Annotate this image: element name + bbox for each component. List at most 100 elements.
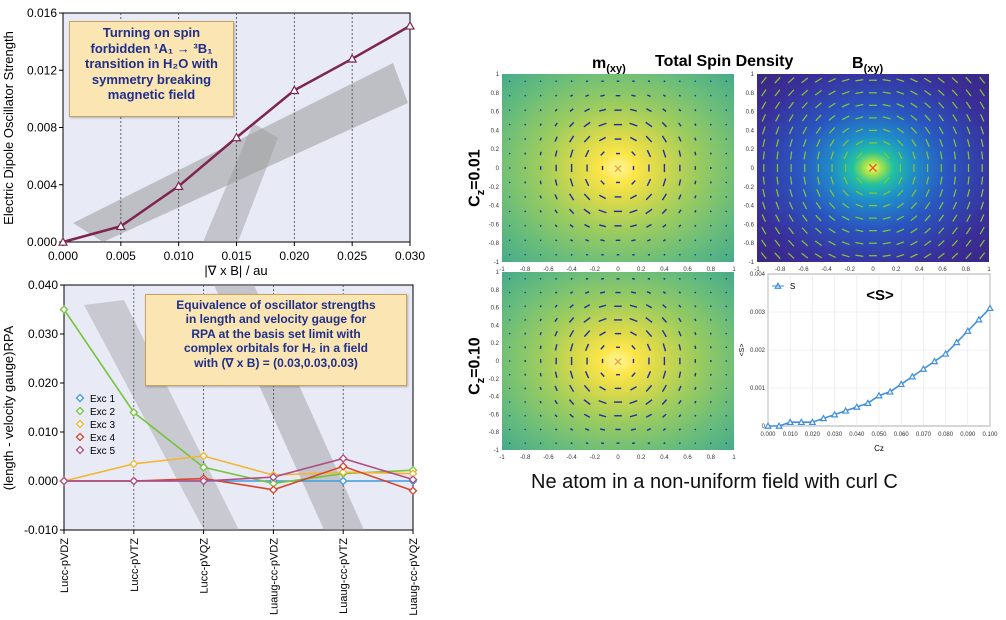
field-vector: [966, 114, 971, 122]
decor-shape: [203, 123, 278, 242]
chart2-data-point: [199, 451, 209, 461]
field-vector: [646, 291, 652, 295]
field-vector: [554, 179, 558, 186]
field-vector: [678, 304, 682, 308]
col-header-m: m(xy): [592, 55, 626, 76]
field-vector: [524, 401, 527, 404]
field-vector: [539, 94, 542, 97]
chart1-data-point: [404, 20, 416, 30]
field-vector: [554, 108, 558, 112]
field-vector: [694, 345, 697, 350]
field-vector: [630, 331, 637, 336]
chart3-data-point: [875, 391, 883, 399]
map-x-tick-label: 0.6: [938, 267, 947, 273]
field-vector: [645, 413, 653, 418]
field-vector: [554, 344, 558, 351]
field-vector: [882, 128, 891, 133]
annotation-line: RPA at the basis set limit with: [191, 326, 361, 341]
field-vector: [774, 252, 781, 260]
field-vector: [910, 127, 918, 134]
field-vector: [524, 210, 527, 213]
field-vector: [539, 224, 542, 227]
field-vector: [774, 101, 781, 110]
map-y-tick-label: -0.2: [489, 185, 500, 191]
field-vector: [965, 226, 972, 235]
map-x-tick-label: -0.4: [566, 267, 577, 273]
map-x-tick-label: 0.8: [962, 267, 971, 273]
field-vector: [842, 189, 849, 197]
field-vector: [524, 318, 527, 321]
field-vector: [801, 114, 808, 122]
field-vector: [508, 414, 511, 417]
map-y-tick-label: -1: [494, 260, 500, 266]
chart3-data-point: [919, 364, 928, 372]
field-vector: [801, 89, 809, 96]
chart3-data-point: [786, 418, 795, 426]
chart2-data-point: [408, 469, 418, 479]
chart1-y-tick-label: 0.008: [27, 121, 57, 135]
field-vector: [600, 151, 605, 156]
field-vector: [647, 277, 651, 280]
field-vector: [883, 152, 890, 159]
field-vector: [775, 114, 780, 122]
field-vector: [951, 77, 959, 84]
field-vector: [569, 370, 574, 379]
map-x-tick-label: -0.8: [775, 267, 786, 273]
map-x-tick-label: -0.8: [520, 267, 531, 273]
field-vector: [694, 305, 697, 308]
field-vector: [539, 305, 542, 308]
field-vector: [816, 151, 820, 160]
field-vector: [631, 442, 635, 445]
field-vector: [939, 189, 944, 198]
field-vector: [896, 228, 905, 233]
field-vector: [803, 151, 807, 160]
chart1-data-point: [289, 85, 300, 95]
field-vector: [569, 178, 574, 187]
field-vector: [924, 102, 931, 109]
field-vector: [554, 291, 558, 294]
field-vector: [694, 151, 697, 156]
field-vector: [775, 201, 780, 210]
field-vector: [599, 194, 607, 200]
field-vector: [787, 89, 795, 97]
field-vector: [841, 241, 850, 246]
chart3-x-tick-label: 0.080: [938, 432, 954, 438]
field-vector: [585, 94, 589, 98]
field-vector: [923, 89, 932, 96]
field-vector: [694, 123, 697, 126]
map-y-tick-label: -1: [749, 260, 755, 266]
field-vector: [841, 228, 850, 233]
chart3-y-axis-label: <S>: [739, 344, 746, 357]
chart1-y-axis-label: Electric Dipole Oscillator Strength: [1, 31, 16, 225]
map-y-tick-label: -0.6: [489, 222, 500, 228]
chart3-data-point: [908, 372, 917, 380]
field-vector: [524, 291, 527, 294]
field-vector: [856, 177, 863, 184]
field-vector: [508, 94, 511, 97]
map-y-tick-label: 0.4: [491, 323, 500, 329]
field-vector: [815, 214, 822, 222]
field-vector: [508, 224, 511, 227]
field-vector: [569, 343, 574, 352]
chart1-x-tick-label: 0.010: [164, 249, 194, 263]
field-vector: [938, 114, 945, 122]
field-vector: [598, 122, 607, 127]
field-vector: [599, 136, 607, 142]
chart1-x-axis-label: |∇ x B| / au: [204, 263, 267, 278]
field-vector: [725, 239, 728, 242]
field-vector: [910, 215, 918, 222]
field-vector: [508, 277, 511, 280]
field-vector: [815, 201, 822, 210]
field-vector: [554, 122, 558, 127]
field-vector: [789, 176, 793, 185]
field-vector: [937, 89, 945, 96]
map-x-tick-label: 0.2: [892, 267, 901, 273]
field-vector: [952, 201, 958, 210]
field-vector: [583, 413, 591, 418]
field-vector: [585, 238, 589, 242]
field-vector: [951, 252, 959, 259]
field-vector: [789, 189, 793, 198]
field-vector: [568, 208, 575, 215]
field-vector: [952, 126, 958, 135]
field-vector: [599, 291, 606, 294]
